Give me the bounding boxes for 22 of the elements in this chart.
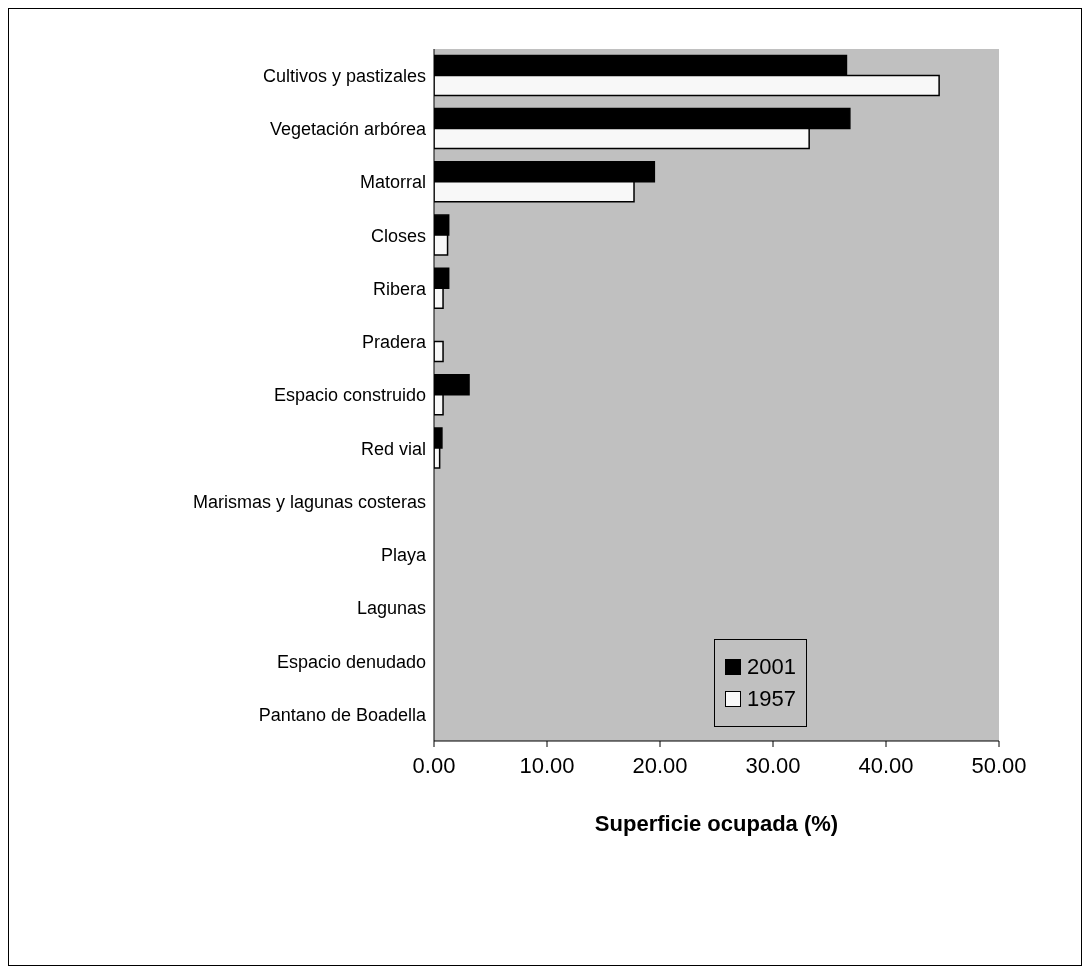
x-tick-label: 40.00 xyxy=(858,752,914,778)
y-tick-label: Espacio construido xyxy=(273,385,426,406)
y-tick-label: Vegetación arbórea xyxy=(269,119,427,140)
y-tick-label: Lagunas xyxy=(356,598,426,619)
y-tick-label: Matorral xyxy=(359,172,426,193)
y-tick-label: Closes xyxy=(370,225,426,246)
x-tick-label: 20.00 xyxy=(632,752,688,778)
y-tick-label: Cultivos y pastizales xyxy=(262,66,426,87)
x-tick-label: 10.00 xyxy=(519,752,575,778)
y-tick-label: Marismas y lagunas costeras xyxy=(192,491,426,512)
y-tick-label: Pradera xyxy=(361,332,427,353)
y-tick-label: Red vial xyxy=(360,438,426,459)
x-tick-label: 0.00 xyxy=(412,752,456,778)
x-tick-label: 30.00 xyxy=(745,752,801,778)
x-axis-title: Superficie ocupada (%) xyxy=(594,811,839,836)
y-tick-label: Espacio denudado xyxy=(276,651,426,672)
legend-label: 2001 xyxy=(747,654,796,680)
y-tick-label: Playa xyxy=(380,545,427,566)
x-tick-label: 50.00 xyxy=(971,752,1027,778)
legend-label: 1957 xyxy=(747,686,796,712)
y-tick-label: Pantano de Boadella xyxy=(258,704,427,725)
y-tick-label: Ribera xyxy=(372,278,427,299)
